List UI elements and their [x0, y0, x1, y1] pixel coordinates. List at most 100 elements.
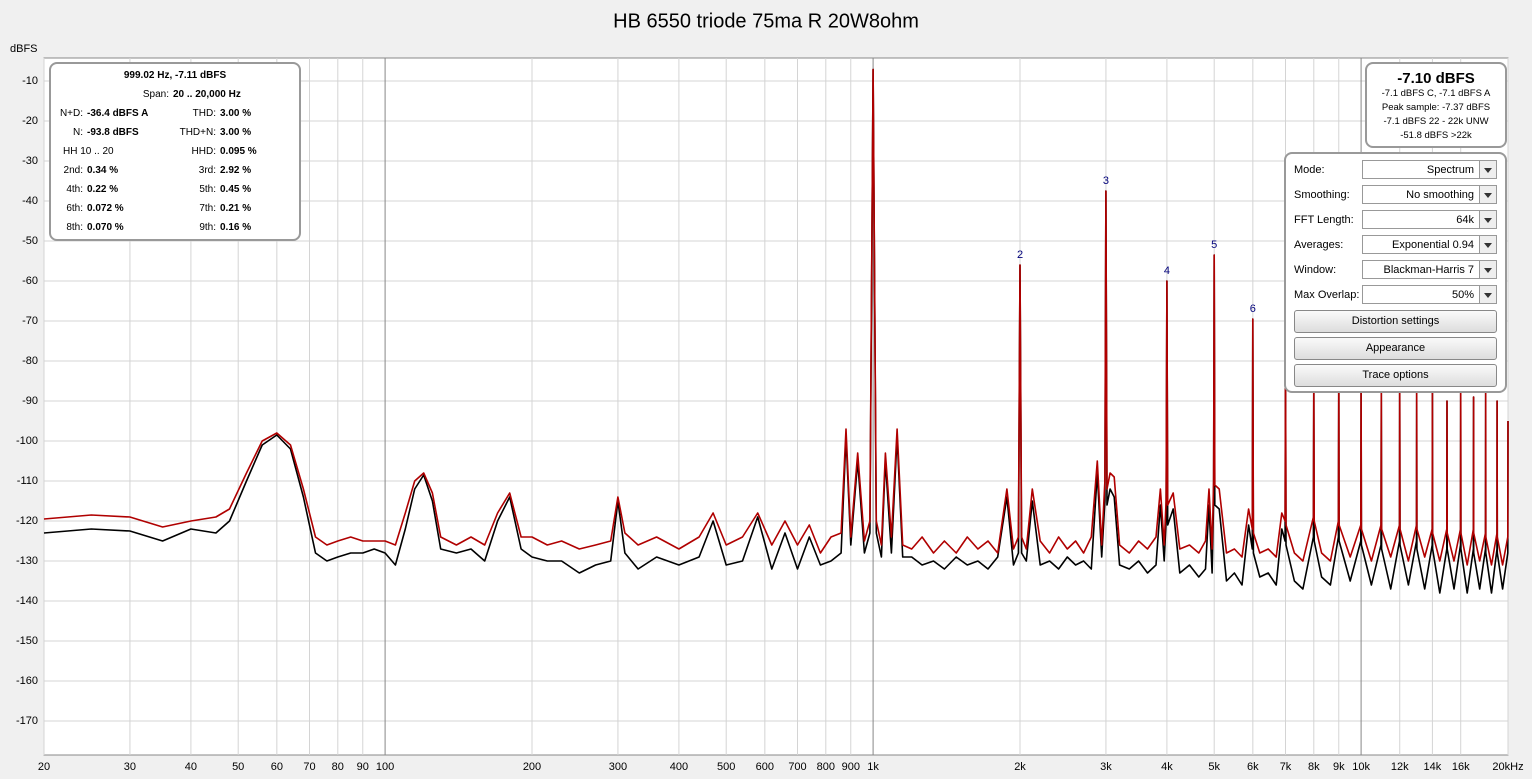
y-tick-label: -100 — [16, 435, 38, 447]
level-line: -51.8 dBFS >22k — [1400, 130, 1472, 141]
x-tick-label: 300 — [609, 761, 627, 773]
x-tick-label: 2k — [1014, 761, 1026, 773]
button[interactable]: Trace options — [1294, 364, 1497, 387]
y-tick-label: -40 — [22, 195, 38, 207]
y-tick-label: -80 — [22, 355, 38, 367]
control-label: Max Overlap: — [1294, 289, 1360, 301]
y-tick-label: -130 — [16, 555, 38, 567]
y-tick-label: -160 — [16, 675, 38, 687]
info-value: 3.00 % — [220, 108, 252, 119]
info-label: 8th: — [66, 222, 83, 233]
x-tick-label: 900 — [842, 761, 860, 773]
y-tick-label: -110 — [17, 475, 38, 487]
level-panel: -7.10 dBFS -7.1 dBFS C, -7.1 dBFS A Peak … — [1365, 62, 1507, 148]
x-tick-label: 5k — [1208, 761, 1220, 773]
info-value: 3.00 % — [220, 127, 252, 138]
info-label: 6th: — [66, 203, 83, 214]
info-value: -93.8 dBFS — [87, 127, 139, 138]
dropdown-arrow — [1479, 186, 1496, 203]
info-label: THD: — [192, 108, 216, 119]
chart-title: HB 6550 triode 75ma R 20W8ohm — [613, 10, 919, 32]
info-value: 0.21 % — [220, 203, 252, 214]
control-label: Smoothing: — [1294, 189, 1350, 201]
info-value: -36.4 dBFS A — [87, 108, 149, 119]
x-tick-label: 30 — [124, 761, 136, 773]
info-value: 0.16 % — [220, 222, 252, 233]
x-tick-label: 80 — [332, 761, 344, 773]
info-row: 4th: 0.22 % 5th: 0.45 % — [51, 184, 299, 200]
x-tick-label: 60 — [271, 761, 283, 773]
grid — [43, 58, 1509, 755]
x-tick-label: 90 — [357, 761, 369, 773]
y-tick-label: -70 — [22, 315, 38, 327]
info-value: 0.34 % — [87, 165, 119, 176]
level-line: -7.1 dBFS C, -7.1 dBFS A — [1381, 88, 1491, 99]
x-tick-label: 16k — [1452, 761, 1470, 773]
info-value: 0.45 % — [220, 184, 252, 195]
span-row: Span: 20 .. 20,000 Hz — [51, 89, 299, 105]
control-row: Window: Blackman-Harris 7 — [1294, 260, 1497, 280]
dropdown[interactable]: 50% — [1362, 285, 1497, 304]
y-tick-label: -50 — [22, 235, 38, 247]
y-tick-label: -170 — [16, 715, 38, 727]
control-row: Mode: Spectrum — [1294, 160, 1497, 180]
dropdown-value: Blackman-Harris 7 — [1383, 264, 1474, 276]
dropdown-value: 50% — [1451, 289, 1474, 301]
x-tick-label: 14k — [1424, 761, 1442, 773]
span-label: Span: — [142, 89, 169, 100]
y-tick-label: -150 — [16, 635, 38, 647]
dropdown[interactable]: 64k — [1362, 210, 1497, 229]
dropdown-arrow — [1479, 161, 1496, 178]
dropdown[interactable]: Exponential 0.94 — [1362, 235, 1497, 254]
button[interactable]: Appearance — [1294, 337, 1497, 360]
info-label: 5th: — [199, 184, 216, 195]
x-tick-label: 3k — [1100, 761, 1112, 773]
x-tick-label: 6k — [1247, 761, 1259, 773]
harmonic-label: 4 — [1164, 265, 1170, 277]
harmonic-label: 6 — [1250, 303, 1256, 315]
info-value: 0.22 % — [87, 184, 119, 195]
span-value: 20 .. 20,000 Hz — [173, 89, 241, 100]
y-tick-label: -20 — [22, 115, 38, 127]
x-tick-label: 7k — [1280, 761, 1292, 773]
x-tick-label: 700 — [788, 761, 806, 773]
control-row: Averages: Exponential 0.94 — [1294, 235, 1497, 255]
y-axis-label: dBFS — [10, 43, 38, 55]
y-tick-label: -120 — [16, 515, 38, 527]
info-header: 999.02 Hz, -7.11 dBFS — [123, 70, 227, 81]
info-value: 2.92 % — [220, 165, 252, 176]
x-tick-label: 50 — [232, 761, 244, 773]
control-row: Smoothing: No smoothing — [1294, 185, 1497, 205]
dropdown[interactable]: No smoothing — [1362, 185, 1497, 204]
level-lines: -7.1 dBFS C, -7.1 dBFS A Peak sample: -7.… — [1367, 87, 1505, 143]
dropdown[interactable]: Blackman-Harris 7 — [1362, 260, 1497, 279]
control-label: Mode: — [1294, 164, 1325, 176]
controls-panel: Mode: Spectrum Smoothing: No smoothing FFT L… — [1284, 152, 1507, 393]
info-row: N: -93.8 dBFS THD+N: 3.00 % — [51, 127, 299, 143]
control-label: Averages: — [1294, 239, 1344, 251]
x-tick-label: 4k — [1161, 761, 1173, 773]
labels: -10 -20 -30 -40 -50 -60 -70 -80 -90 -100 -110 -120 -… — [16, 75, 1524, 773]
x-tick-label: 200 — [523, 761, 541, 773]
y-tick-label: -90 — [22, 395, 38, 407]
control-label: Window: — [1294, 264, 1337, 276]
info-label: 4th: — [66, 184, 83, 195]
traces — [43, 68, 1509, 594]
dropdown-arrow — [1479, 286, 1496, 303]
info-label: 3rd: — [198, 165, 216, 176]
info-label: 9th: — [199, 222, 216, 233]
info-value: 0.072 % — [87, 203, 124, 214]
harmonic-label: 2 — [1017, 249, 1023, 261]
x-tick-label: 12k — [1391, 761, 1409, 773]
level-line: -7.1 dBFS 22 - 22k UNW — [1383, 116, 1489, 127]
x-tick-label: 800 — [817, 761, 835, 773]
button[interactable]: Distortion settings — [1294, 310, 1497, 333]
dropdown[interactable]: Spectrum — [1362, 160, 1497, 179]
harmonic-label: 5 — [1211, 239, 1217, 251]
info-label: 7th: — [199, 203, 216, 214]
y-tick-label: -10 — [22, 75, 38, 87]
info-value: 0.095 % — [220, 146, 257, 157]
info-label: HHD: — [191, 146, 216, 157]
control-row: FFT Length: 64k — [1294, 210, 1497, 230]
